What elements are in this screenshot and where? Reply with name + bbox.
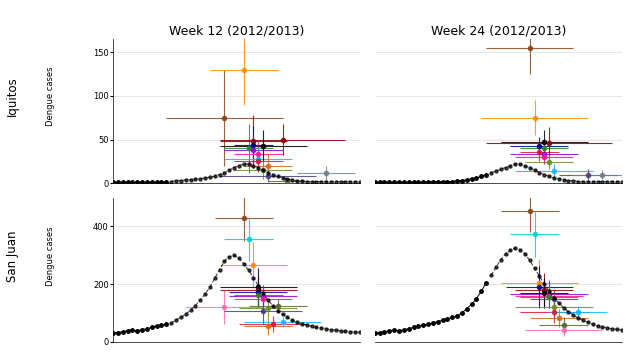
Text: Dengue cases: Dengue cases [46,226,55,286]
Text: Dengue cases: Dengue cases [46,66,55,126]
Title: Week 24 (2012/2013): Week 24 (2012/2013) [431,25,566,38]
Text: Iquitos: Iquitos [6,76,19,116]
Title: Week 12 (2012/2013): Week 12 (2012/2013) [169,25,304,38]
Text: San Juan: San Juan [6,231,19,282]
